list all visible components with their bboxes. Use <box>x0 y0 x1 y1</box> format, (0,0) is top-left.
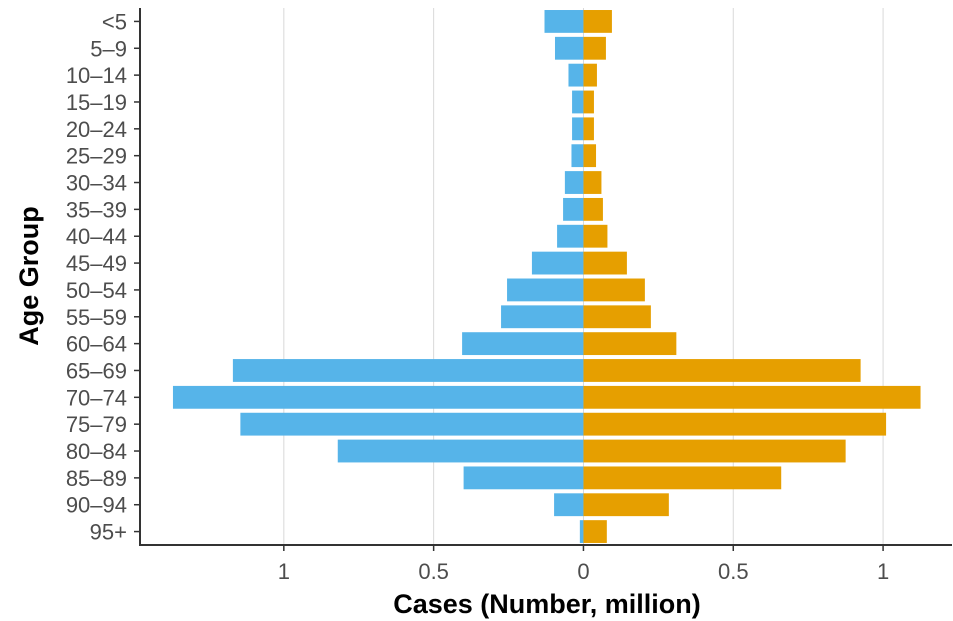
y-tick-label: 80–84 <box>66 439 127 464</box>
y-tick-label: 10–14 <box>66 63 127 88</box>
x-tick-label: 0 <box>577 559 589 584</box>
y-tick-label: 40–44 <box>66 224 127 249</box>
bar-right-6 <box>583 171 602 194</box>
x-axis-title: Cases (Number, million) <box>393 589 701 619</box>
x-tick-label: 0.5 <box>718 559 749 584</box>
bar-right-12 <box>583 332 677 356</box>
y-tick-label: 15–19 <box>66 90 127 115</box>
y-axis-title: Age Group <box>14 206 44 346</box>
bar-left-15 <box>240 412 584 436</box>
y-tick-label: 75–79 <box>66 412 127 437</box>
bar-left-4 <box>572 117 584 141</box>
x-tick-label: 1 <box>877 559 889 584</box>
x-tick-label: 1 <box>278 559 290 584</box>
bar-right-13 <box>583 359 861 382</box>
bar-left-5 <box>571 144 584 168</box>
bar-right-9 <box>583 251 627 275</box>
bar-right-0 <box>583 10 612 33</box>
bar-right-15 <box>583 412 887 436</box>
bar-right-10 <box>583 278 645 302</box>
bar-right-8 <box>583 224 608 248</box>
y-tick-label: 95+ <box>90 520 127 545</box>
bar-left-11 <box>501 305 584 329</box>
y-tick-label: 55–59 <box>66 305 127 330</box>
y-tick-label: 85–89 <box>66 466 127 491</box>
bar-left-7 <box>563 197 584 221</box>
bar-left-8 <box>557 224 584 248</box>
bar-right-11 <box>583 305 651 329</box>
bar-left-9 <box>531 251 584 275</box>
bar-right-18 <box>583 493 669 517</box>
bar-left-10 <box>507 278 584 302</box>
y-tick-label: 45–49 <box>66 251 127 276</box>
bar-right-7 <box>583 197 603 221</box>
gridlines <box>283 8 884 545</box>
y-tick-label: 35–39 <box>66 197 127 222</box>
bar-right-5 <box>583 144 597 168</box>
y-tick-label: 50–54 <box>66 278 127 303</box>
bar-left-1 <box>554 36 584 60</box>
bar-left-12 <box>462 332 584 356</box>
bar-right-1 <box>583 36 606 60</box>
bar-right-3 <box>583 90 594 114</box>
bar-left-14 <box>172 385 584 409</box>
y-tick-label: 70–74 <box>66 385 127 410</box>
bar-right-4 <box>583 117 594 141</box>
x-tick-label: 0.5 <box>418 559 449 584</box>
y-tick-label: 30–34 <box>66 171 127 196</box>
bars <box>172 10 921 543</box>
y-tick-label: 5–9 <box>90 36 127 61</box>
bar-right-17 <box>583 466 782 490</box>
bar-right-2 <box>583 63 597 87</box>
y-tick-label: <5 <box>102 9 127 34</box>
y-tick-labels: <55–910–1415–1920–2425–2930–3435–3940–44… <box>66 9 140 545</box>
y-tick-label: 20–24 <box>66 117 127 142</box>
bar-left-16 <box>337 439 584 463</box>
bar-left-0 <box>544 10 584 33</box>
bar-left-6 <box>564 171 584 194</box>
bar-left-3 <box>572 90 584 114</box>
bar-right-16 <box>583 439 846 463</box>
axes <box>139 8 952 546</box>
bar-right-14 <box>583 385 921 409</box>
y-tick-label: 60–64 <box>66 332 127 357</box>
bar-left-2 <box>568 63 584 87</box>
y-tick-label: 90–94 <box>66 493 127 518</box>
bar-left-19 <box>579 520 584 543</box>
bar-left-18 <box>554 493 584 517</box>
x-tick-labels: 1 0.5 0 0.5 1 <box>278 545 889 584</box>
bar-left-17 <box>463 466 584 490</box>
bar-right-19 <box>583 520 607 543</box>
bar-left-13 <box>232 359 584 382</box>
y-tick-label: 25–29 <box>66 144 127 169</box>
y-tick-label: 65–69 <box>66 358 127 383</box>
